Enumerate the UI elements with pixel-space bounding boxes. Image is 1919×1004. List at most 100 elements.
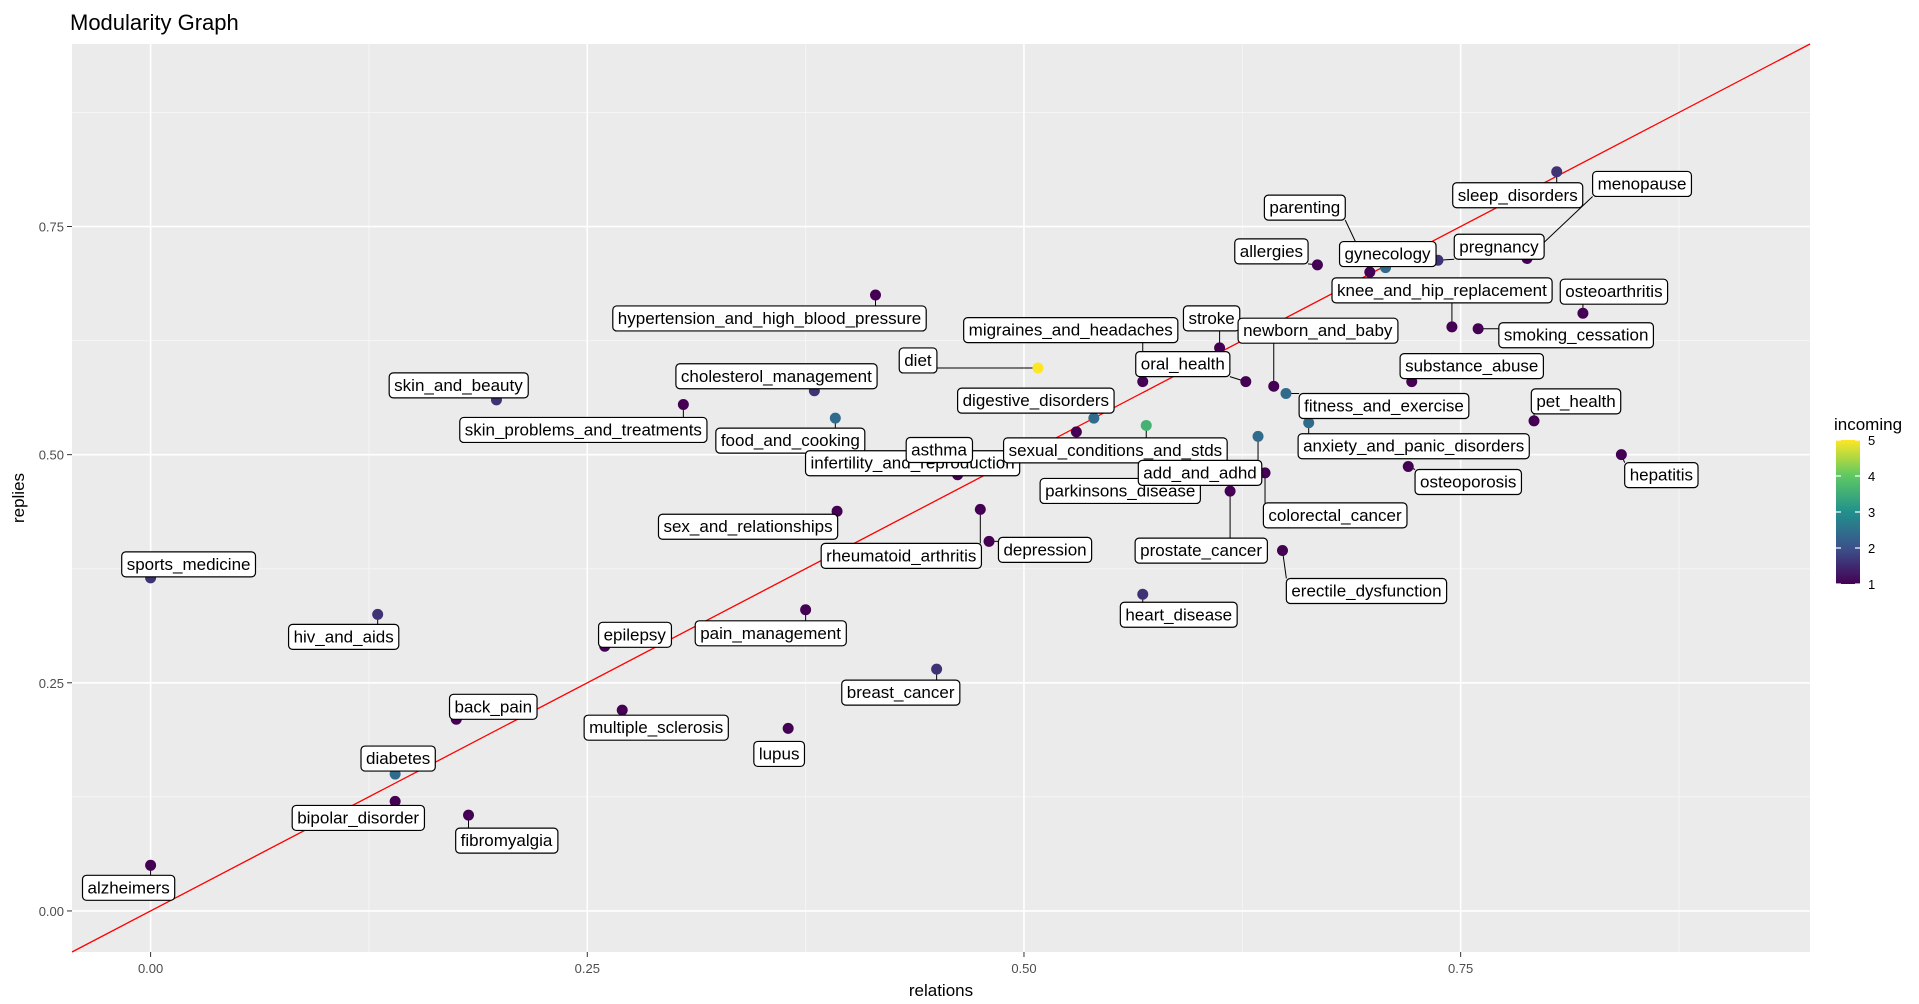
point-anxiety_and_panic_disorders xyxy=(1303,417,1315,429)
point-oral_health xyxy=(1240,376,1252,388)
point-label-text: sex_and_relationships xyxy=(663,517,832,536)
point-label-box xyxy=(753,740,806,768)
point-label-box xyxy=(1237,317,1399,344)
point-prostate_cancer xyxy=(1224,485,1236,497)
point-label-box xyxy=(291,804,426,832)
point-label-smoking_cessation: smoking_cessation xyxy=(1498,322,1655,349)
point-lupus xyxy=(782,722,794,734)
point-label-text: knee_and_hip_replacement xyxy=(1337,281,1547,300)
point-label-text: substance_abuse xyxy=(1405,357,1538,376)
point-label-text: hepatitis xyxy=(1630,466,1693,485)
point-pain_management xyxy=(800,604,812,616)
x-axis-label: relations xyxy=(909,981,973,1000)
point-label-box xyxy=(1453,233,1545,260)
point-label-menopause: menopause xyxy=(1592,170,1693,198)
point-label-box xyxy=(905,436,974,464)
point-label-erectile_dysfunction: erectile_dysfunction xyxy=(1285,577,1448,605)
point-label-text: allergies xyxy=(1240,242,1303,261)
point-label-box xyxy=(1002,437,1228,464)
point-label-text: depression xyxy=(1003,540,1086,559)
point-label-text: skin_and_beauty xyxy=(394,376,523,395)
point-label-box xyxy=(360,745,436,772)
point-label-text: back_pain xyxy=(455,697,533,716)
point-multiple_sclerosis xyxy=(616,704,628,716)
point-label-text: add_and_adhd xyxy=(1143,463,1256,482)
point-label-box xyxy=(1452,182,1584,209)
point-label-box xyxy=(898,347,938,374)
point-label-box xyxy=(1137,459,1263,487)
point-label-text: food_and_cooking xyxy=(721,431,860,450)
point-label-box xyxy=(1135,351,1231,378)
point-label-text: pregnancy xyxy=(1459,237,1539,256)
point-label-parenting: parenting xyxy=(1263,194,1346,221)
point-parenting xyxy=(1364,266,1376,278)
point-label-box xyxy=(694,620,847,647)
point-label-box xyxy=(287,623,400,650)
point-label-sexual_conditions_and_stds: sexual_conditions_and_stds xyxy=(1002,437,1228,464)
point-label-box xyxy=(1285,577,1448,605)
point-label-box xyxy=(1592,170,1693,198)
point-label-box xyxy=(1331,277,1553,304)
point-knee_and_hip_replacement xyxy=(1446,321,1458,333)
point-label-pregnancy: pregnancy xyxy=(1453,233,1545,260)
legend-title: incoming xyxy=(1834,415,1902,434)
point-label-box xyxy=(612,305,927,332)
point-sexual_conditions_and_stds xyxy=(1070,426,1082,438)
point-label-epilepsy: epilepsy xyxy=(597,621,673,648)
point-label-knee_and_hip_replacement: knee_and_hip_replacement xyxy=(1331,277,1553,304)
point-label-box xyxy=(820,542,983,570)
legend-tick-label: 4 xyxy=(1868,469,1875,484)
point-add_and_adhd xyxy=(1252,430,1264,442)
point-label-bipolar_disorder: bipolar_disorder xyxy=(291,804,426,832)
point-label-anxiety_and_panic_disorders: anxiety_and_panic_disorders xyxy=(1297,433,1530,460)
point-label-text: pet_health xyxy=(1536,392,1615,411)
y-axis-label: replies xyxy=(9,473,28,523)
point-label-box xyxy=(1498,322,1655,349)
point-label-text: pain_management xyxy=(700,624,841,643)
point-label-box xyxy=(675,363,878,390)
point-label-skin_problems_and_treatments: skin_problems_and_treatments xyxy=(459,416,708,444)
point-label-text: skin_problems_and_treatments xyxy=(465,420,702,439)
point-label-box xyxy=(1298,392,1470,420)
point-depression xyxy=(983,535,995,547)
point-label-fitness_and_exercise: fitness_and_exercise xyxy=(1298,392,1470,420)
point-label-text: bipolar_disorder xyxy=(297,808,419,827)
point-label-text: menopause xyxy=(1598,174,1687,193)
point-label-diabetes: diabetes xyxy=(360,745,436,772)
point-label-box xyxy=(715,427,866,454)
point-label-pet_health: pet_health xyxy=(1530,388,1622,415)
point-label-oral_health: oral_health xyxy=(1135,351,1231,378)
point-label-food_and_cooking: food_and_cooking xyxy=(715,427,866,454)
point-label-box xyxy=(455,827,559,854)
point-label-back_pain: back_pain xyxy=(448,693,538,720)
point-label-hiv_and_aids: hiv_and_aids xyxy=(287,623,400,650)
point-label-colorectal_cancer: colorectal_cancer xyxy=(1262,502,1408,529)
point-newborn_and_baby xyxy=(1268,380,1280,392)
point-label-alzheimers: alzheimers xyxy=(81,874,176,901)
point-label-text: sleep_disorders xyxy=(1458,186,1578,205)
point-label-text: rheumatoid_arthritis xyxy=(826,546,976,565)
point-label-box xyxy=(388,372,529,399)
legend-tick-label: 2 xyxy=(1868,541,1875,556)
point-osteoarthritis xyxy=(1577,307,1589,319)
point-label-text: sexual_conditions_and_stds xyxy=(1009,441,1223,460)
point-label-text: multiple_sclerosis xyxy=(589,718,723,737)
point-label-text: osteoporosis xyxy=(1420,473,1516,492)
point-label-cholesterol_management: cholesterol_management xyxy=(675,363,878,390)
point-label-text: gynecology xyxy=(1345,245,1432,264)
point-fibromyalgia xyxy=(463,809,475,821)
point-alzheimers xyxy=(145,859,157,871)
point-label-hepatitis: hepatitis xyxy=(1624,462,1699,489)
point-osteoporosis xyxy=(1402,461,1414,473)
point-label-sports_medicine: sports_medicine xyxy=(121,551,257,578)
chart-title: Modularity Graph xyxy=(70,10,239,35)
point-label-box xyxy=(121,551,257,578)
point-label-text: diabetes xyxy=(366,749,430,768)
point-label-migraines_and_headaches: migraines_and_headaches xyxy=(963,317,1179,344)
point-label-text: digestive_disorders xyxy=(963,391,1109,410)
point-label-prostate_cancer: prostate_cancer xyxy=(1134,537,1268,564)
point-label-box xyxy=(1399,353,1544,380)
point-hepatitis xyxy=(1615,449,1627,461)
point-label-box xyxy=(583,714,729,741)
point-label-box xyxy=(1414,468,1523,496)
